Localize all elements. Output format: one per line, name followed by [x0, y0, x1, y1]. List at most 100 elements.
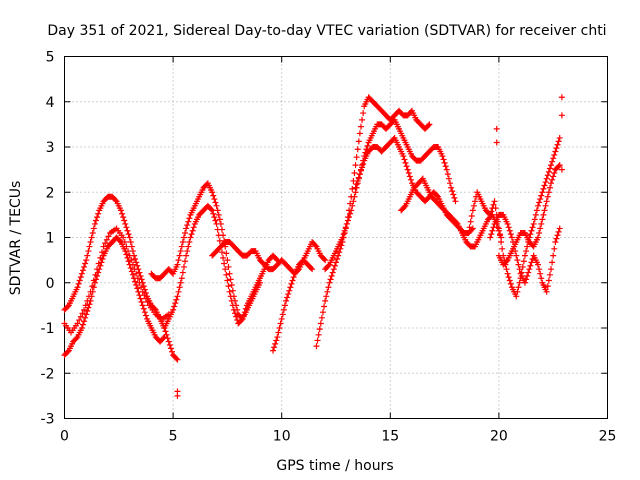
data-point: [340, 231, 347, 238]
data-point: [556, 225, 563, 232]
data-point: [325, 262, 332, 269]
data-point: [73, 335, 80, 342]
data-point: [540, 185, 547, 192]
data-point: [506, 227, 513, 234]
data-point: [401, 203, 408, 210]
data-point: [364, 142, 371, 149]
data-point: [533, 207, 540, 214]
data-point: [79, 310, 86, 317]
data-point: [325, 284, 332, 291]
data-point: [556, 162, 563, 169]
data-point: [349, 202, 356, 209]
data-point: [174, 261, 181, 268]
data-point: [321, 303, 328, 310]
data-point: [125, 231, 132, 238]
data-point: [125, 258, 132, 265]
data-point: [351, 193, 358, 200]
data-point: [272, 340, 279, 347]
data-point: [330, 266, 337, 273]
data-point: [289, 277, 296, 284]
data-point: [545, 168, 552, 175]
data-point: [87, 239, 94, 246]
data-point: [329, 269, 336, 276]
data-point: [78, 325, 85, 331]
data-point: [524, 243, 531, 250]
data-point: [98, 249, 105, 256]
data-point: [141, 309, 148, 316]
data-point: [224, 257, 231, 264]
data-point: [77, 313, 84, 320]
data-point: [95, 260, 102, 267]
data-point: [222, 266, 229, 273]
data-point: [91, 220, 98, 227]
data-point: [100, 243, 107, 250]
data-point: [126, 234, 133, 241]
data-point: [180, 263, 187, 270]
data-point: [134, 285, 141, 292]
data-point: [549, 259, 556, 266]
data-point: [214, 207, 221, 214]
data-point: [545, 189, 552, 196]
data-point: [273, 255, 280, 262]
data-point: [536, 229, 543, 236]
data-point: [528, 227, 535, 234]
data-point: [270, 347, 277, 354]
data-point: [83, 311, 90, 318]
data-point: [450, 191, 457, 198]
data-point: [356, 171, 363, 178]
data-point: [552, 148, 559, 155]
data-point: [452, 198, 459, 205]
data-point: [553, 235, 560, 242]
data-point: [77, 274, 84, 281]
data-point: [173, 355, 180, 362]
data-point: [336, 249, 343, 256]
data-point: [321, 255, 328, 262]
data-point: [359, 164, 366, 171]
data-point: [496, 232, 503, 239]
data-point: [506, 277, 513, 284]
data-point: [238, 317, 245, 324]
data-point: [280, 306, 287, 313]
data-point: [490, 224, 497, 231]
data-point: [144, 298, 151, 305]
data-point: [400, 153, 407, 160]
data-point: [179, 269, 186, 276]
data-point: [98, 259, 105, 266]
data-point: [403, 163, 410, 170]
outlier-point: [493, 125, 500, 132]
data-point: [129, 261, 136, 268]
outlier-point: [558, 112, 565, 119]
data-point: [122, 220, 129, 227]
data-point: [313, 343, 320, 350]
data-point: [534, 261, 541, 268]
data-point: [95, 210, 102, 217]
data-point: [175, 288, 182, 295]
data-point: [226, 288, 233, 295]
data-point: [131, 266, 138, 273]
y-axis-label: SDTVAR / TECUs: [8, 181, 24, 296]
data-point: [97, 254, 104, 261]
data-point: [351, 170, 358, 177]
data-point: [487, 234, 494, 241]
data-point: [525, 269, 532, 276]
data-point: [286, 287, 293, 294]
data-point: [516, 279, 523, 286]
data-point: [359, 116, 366, 123]
data-point: [171, 303, 178, 310]
data-point: [526, 266, 533, 273]
data-point: [523, 248, 530, 255]
data-point: [470, 202, 477, 209]
data-point: [519, 263, 526, 270]
data-point: [283, 297, 290, 304]
data-point: [548, 180, 555, 187]
data-point: [79, 267, 86, 274]
data-point: [537, 270, 544, 277]
data-point: [343, 220, 350, 227]
data-point: [78, 270, 85, 277]
data-point: [210, 210, 217, 217]
outlier-point: [558, 94, 565, 101]
data-point: [331, 262, 338, 269]
data-point: [215, 232, 222, 239]
data-point: [354, 177, 361, 184]
outlier-point: [558, 166, 565, 173]
